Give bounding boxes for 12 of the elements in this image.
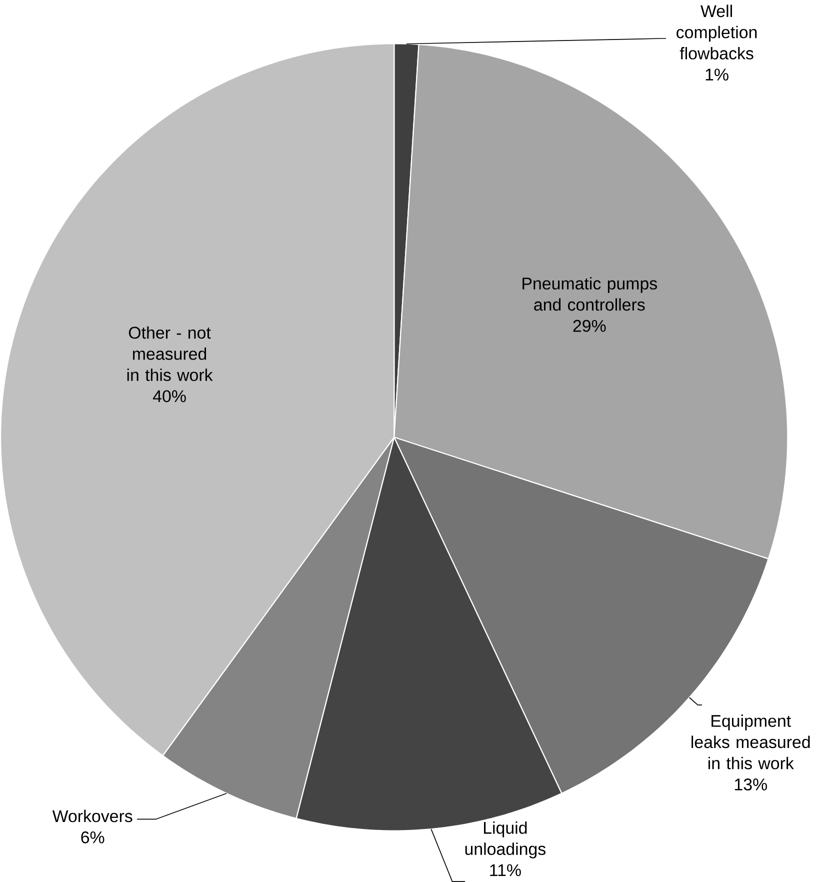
data-label: 1% (706, 68, 729, 81)
slice-label: Pneumatic pumps and controllers (522, 277, 658, 311)
data-label: 11% (490, 864, 522, 876)
slice-label: Equipment leaks measured in this work (692, 714, 810, 770)
data-label: 29% (573, 320, 606, 332)
slice-label: Well completion flowbacks (676, 4, 757, 60)
data-label: 13% (735, 778, 768, 790)
data-label: 6% (81, 831, 104, 844)
slice-label: Workovers (52, 810, 132, 822)
slice-label: Other - not measured in this work (128, 326, 213, 382)
data-label: 40% (153, 390, 186, 402)
slice-label: Liquid unloadings (465, 821, 546, 858)
